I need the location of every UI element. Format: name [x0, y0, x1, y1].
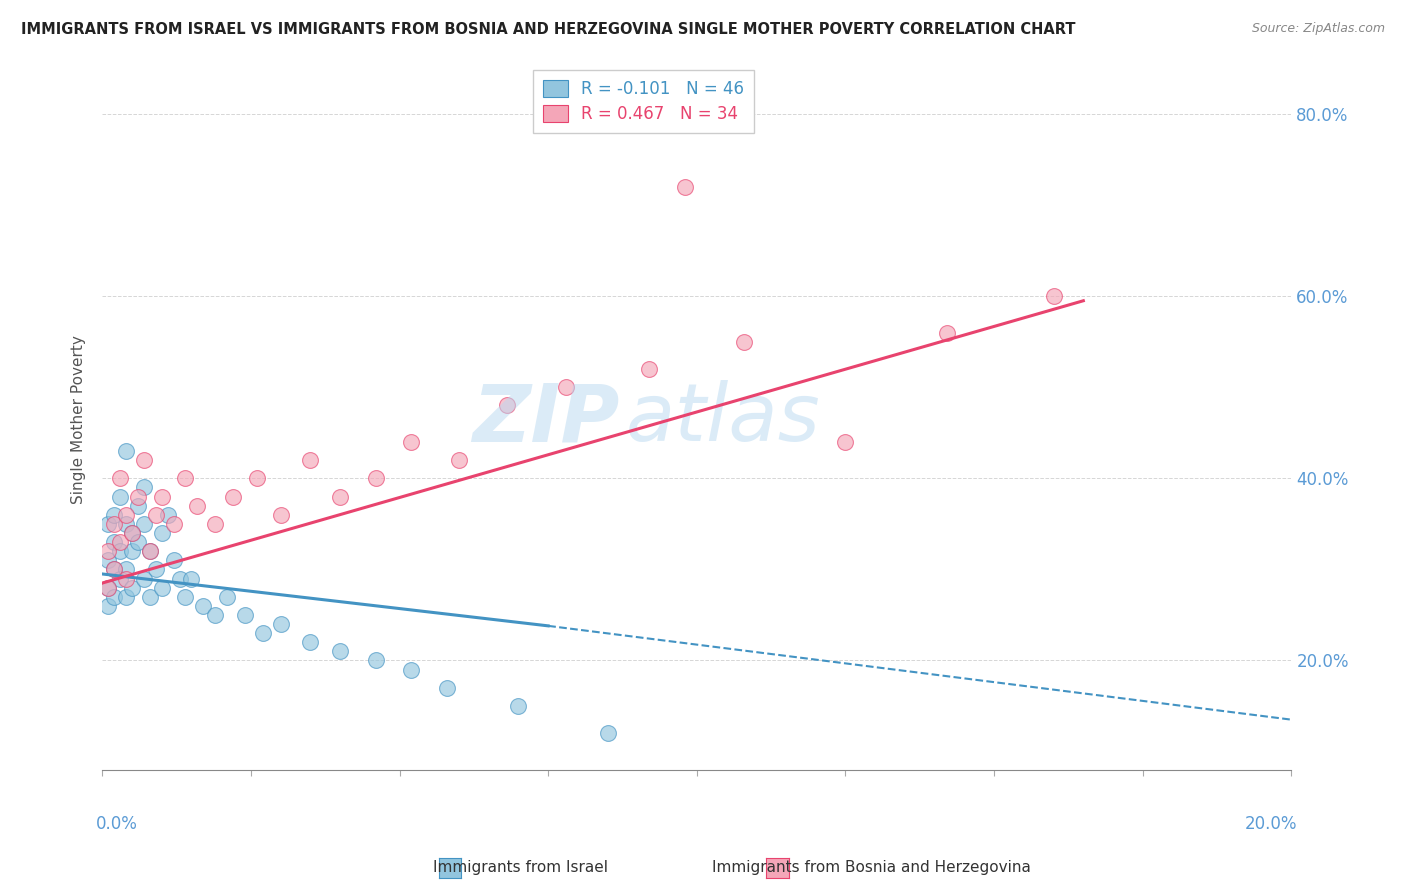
Point [139, 544, 162, 558]
Point [97, 581, 120, 595]
Point [204, 516, 226, 531]
Text: atlas: atlas [626, 380, 820, 458]
Point [364, 653, 387, 667]
Y-axis label: Single Mother Poverty: Single Mother Poverty [72, 334, 86, 504]
Point [121, 581, 143, 595]
Point [555, 380, 578, 394]
Point [97, 581, 120, 595]
Point [329, 490, 352, 504]
Point [132, 453, 155, 467]
Point [132, 480, 155, 494]
Point [127, 535, 149, 549]
Point [115, 516, 138, 531]
Point [401, 434, 423, 449]
Point [162, 516, 184, 531]
Point [673, 180, 696, 194]
Point [169, 572, 191, 586]
Point [103, 562, 125, 576]
Point [638, 362, 661, 376]
Point [150, 490, 173, 504]
Point [121, 526, 143, 541]
Point [1042, 289, 1064, 303]
Point [97, 553, 120, 567]
Point [174, 590, 197, 604]
Point [217, 590, 239, 604]
Text: 0.0%: 0.0% [96, 815, 138, 833]
Point [270, 617, 292, 632]
Point [127, 499, 149, 513]
Point [121, 526, 143, 541]
Point [299, 635, 322, 649]
Text: ZIP: ZIP [472, 380, 620, 458]
Point [270, 508, 292, 522]
Point [132, 572, 155, 586]
Point [186, 499, 208, 513]
Point [364, 471, 387, 485]
Point [103, 590, 125, 604]
Point [127, 490, 149, 504]
Point [115, 562, 138, 576]
Point [401, 663, 423, 677]
Point [204, 607, 226, 622]
Point [103, 508, 125, 522]
Point [495, 399, 517, 413]
Point [596, 726, 619, 740]
Point [246, 471, 269, 485]
Point [222, 490, 245, 504]
Point [108, 471, 131, 485]
Text: Immigrants from Israel: Immigrants from Israel [433, 860, 607, 874]
Point [733, 334, 755, 349]
Point [193, 599, 215, 613]
Point [115, 444, 138, 458]
Point [935, 326, 957, 340]
Point [115, 508, 138, 522]
Text: Source: ZipAtlas.com: Source: ZipAtlas.com [1251, 22, 1385, 36]
Point [108, 544, 131, 558]
Point [97, 516, 120, 531]
Point [299, 453, 322, 467]
Point [97, 544, 120, 558]
Point [252, 626, 274, 640]
Point [115, 590, 138, 604]
Point [103, 516, 125, 531]
Point [150, 581, 173, 595]
Point [180, 572, 202, 586]
Point [139, 544, 162, 558]
Point [121, 544, 143, 558]
Point [108, 535, 131, 549]
Text: 20.0%: 20.0% [1244, 815, 1298, 833]
Point [162, 553, 184, 567]
Point [132, 516, 155, 531]
Point [103, 562, 125, 576]
Point [834, 434, 856, 449]
Point [508, 698, 530, 713]
Legend: R = -0.101   N = 46, R = 0.467   N = 34: R = -0.101 N = 46, R = 0.467 N = 34 [533, 70, 754, 133]
Point [145, 562, 167, 576]
Point [436, 681, 458, 695]
Point [115, 572, 138, 586]
Point [174, 471, 197, 485]
Point [103, 535, 125, 549]
Point [97, 599, 120, 613]
Point [233, 607, 256, 622]
Point [447, 453, 470, 467]
Point [108, 490, 131, 504]
Point [145, 508, 167, 522]
Point [108, 572, 131, 586]
Point [139, 590, 162, 604]
Point [329, 644, 352, 658]
Text: Immigrants from Bosnia and Herzegovina: Immigrants from Bosnia and Herzegovina [713, 860, 1031, 874]
Text: IMMIGRANTS FROM ISRAEL VS IMMIGRANTS FROM BOSNIA AND HERZEGOVINA SINGLE MOTHER P: IMMIGRANTS FROM ISRAEL VS IMMIGRANTS FRO… [21, 22, 1076, 37]
Point [150, 526, 173, 541]
Point [156, 508, 179, 522]
